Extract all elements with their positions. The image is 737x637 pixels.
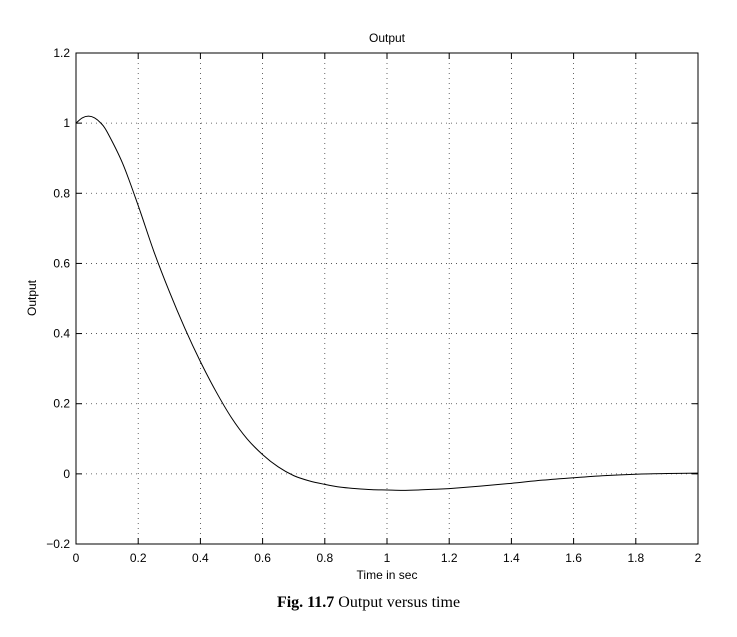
y-tick-label: 1 xyxy=(63,116,70,130)
x-tick-label: 0.4 xyxy=(192,551,209,565)
x-tick-label: 0.2 xyxy=(130,551,147,565)
y-axis-title: Output xyxy=(25,279,39,316)
chart-title: Output xyxy=(369,31,406,45)
y-tick-labels: −0.2 0 0.2 0.4 0.6 0.8 1 1.2 xyxy=(46,46,70,551)
series-layer xyxy=(75,115,699,491)
x-tick-label: 1.4 xyxy=(503,551,520,565)
y-tick-label: 0.8 xyxy=(53,186,70,200)
x-tick-label: 1.6 xyxy=(565,551,582,565)
x-tick-label: 1 xyxy=(384,551,391,565)
y-tick-label: 0.4 xyxy=(53,327,70,341)
ticks xyxy=(75,52,699,545)
x-tick-label: 0 xyxy=(73,551,80,565)
y-tick-label: 1.2 xyxy=(53,46,70,60)
x-tick-label: 1.2 xyxy=(441,551,458,565)
figure-caption-text: Output versus time xyxy=(338,594,461,611)
y-tick-label: −0.2 xyxy=(46,537,70,551)
y-tick-label: 0 xyxy=(63,467,70,481)
y-tick-label: 0.2 xyxy=(53,397,70,411)
x-tick-label: 1.8 xyxy=(627,551,644,565)
x-tick-label: 2 xyxy=(695,551,702,565)
grid xyxy=(76,53,698,544)
x-tick-label: 0.8 xyxy=(316,551,333,565)
y-tick-label: 0.6 xyxy=(53,256,70,270)
x-tick-label: 0.6 xyxy=(254,551,271,565)
figure: 0 0.2 0.4 0.6 0.8 1 1.2 1.4 1.6 1.8 2 −0.2 0 0.2 0.4 0… xyxy=(25,31,702,582)
output-chart: 0 0.2 0.4 0.6 0.8 1 1.2 1.4 1.6 1.8 2 −0.200.20.40… xyxy=(25,31,702,582)
series-line-output xyxy=(75,115,699,491)
x-tick-labels: 0 0.2 0.4 0.6 0.8 1 1.2 1.4 1.6 1.8 2 xyxy=(73,551,702,565)
figure-number: Fig. 11.7 xyxy=(276,594,335,611)
x-axis-title: Time in sec xyxy=(357,568,418,582)
figure-caption: Fig. 11.7 Output versus time xyxy=(0,594,737,612)
